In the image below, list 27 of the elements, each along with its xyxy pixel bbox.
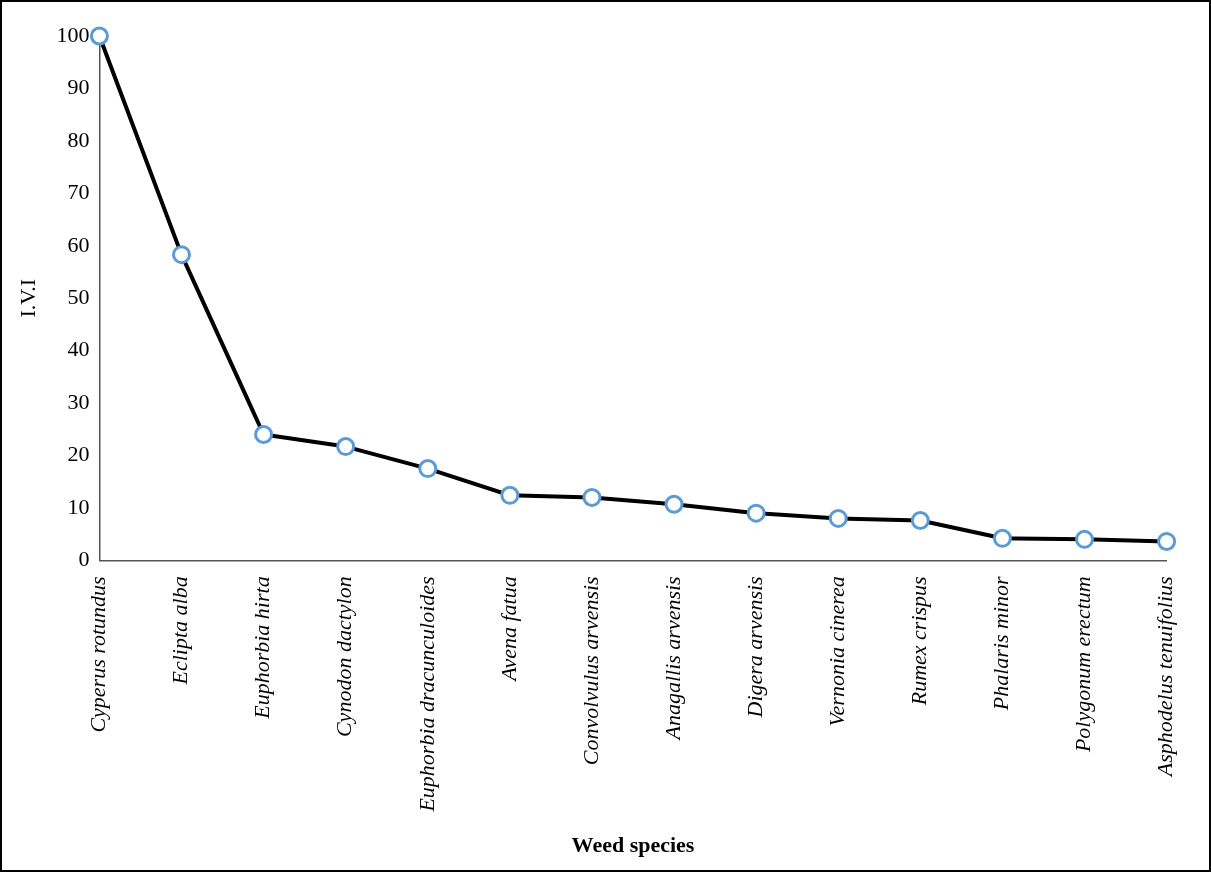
y-tick-label: 0 xyxy=(78,546,90,572)
x-tick-label: Avena fatua xyxy=(495,576,521,683)
x-tick-label: Cyperus rotundus xyxy=(85,576,111,733)
x-tick-label: Rumex crispus xyxy=(906,576,932,707)
x-tick-label: Asphodelus tenuifolius xyxy=(1152,576,1178,779)
x-tick-label: Anagallis arvensis xyxy=(659,576,685,742)
y-tick-label: 40 xyxy=(67,336,90,362)
x-tick-label: Cynodon dactylon xyxy=(331,576,357,738)
y-tick-label: 10 xyxy=(67,493,90,519)
x-tick-label: Digera arvensis xyxy=(741,576,767,719)
x-tick-label: Polygonum erectum xyxy=(1070,576,1096,754)
y-tick-label: 30 xyxy=(67,388,90,414)
x-tick-label: Euphorbia dracunculoides xyxy=(413,576,439,813)
x-tick-label: Euphorbia hirta xyxy=(249,576,275,720)
y-tick-label: 80 xyxy=(67,126,90,152)
x-tick-label: Phalaris minor xyxy=(988,575,1014,712)
x-axis-title: Weed species xyxy=(571,832,695,858)
x-tick-label: Eclipta alba xyxy=(167,576,193,686)
y-axis-title: I.V.I xyxy=(14,278,40,318)
y-tick-label: 70 xyxy=(67,179,90,205)
y-tick-label: 50 xyxy=(67,283,90,309)
x-tick-label: Convolvulus arvensis xyxy=(577,576,603,766)
y-tick-label: 100 xyxy=(56,21,90,47)
y-tick-label: 20 xyxy=(67,441,90,467)
y-tick-label: 90 xyxy=(67,74,90,100)
y-tick-label: 60 xyxy=(67,231,90,257)
x-tick-label: Vernonia cinerea xyxy=(824,576,850,727)
